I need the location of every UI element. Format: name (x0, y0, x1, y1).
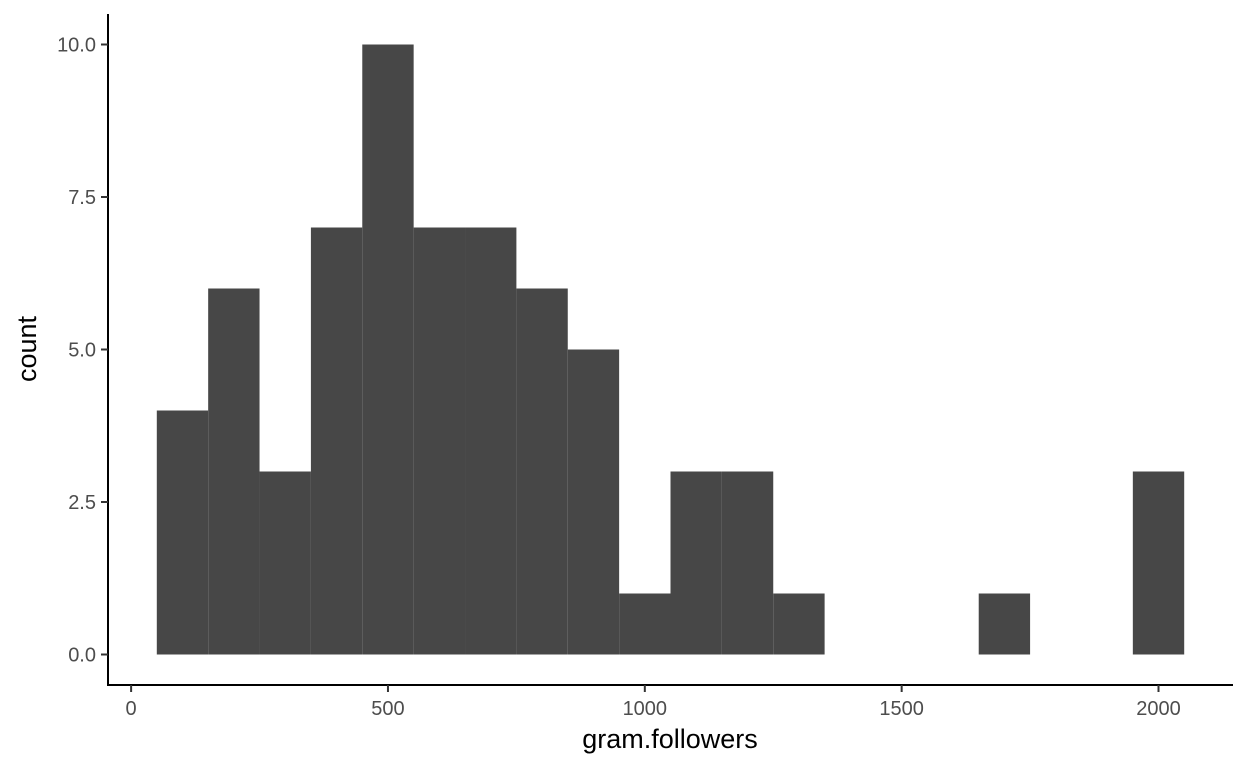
y-axis-ticks: 0.0 2.5 5.0 7.5 10.0 (57, 35, 108, 667)
histogram-bar-8 (567, 349, 620, 655)
histogram-bars (156, 44, 1185, 655)
y-tick-label-2: 5.0 (68, 340, 96, 362)
histogram-bar-12 (773, 593, 825, 655)
x-tick-label-4: 2000 (1136, 698, 1181, 720)
x-tick-label-3: 1500 (879, 698, 924, 720)
histogram-bar-3 (310, 227, 363, 655)
y-tick-label-0: 0.0 (68, 645, 96, 667)
y-tick-label-1: 2.5 (68, 492, 96, 514)
histogram-bar-0 (156, 410, 209, 655)
y-axis-title: count (12, 315, 42, 382)
histogram-bar-7 (516, 288, 568, 655)
x-tick-label-1: 500 (371, 698, 404, 720)
x-tick-label-0: 0 (126, 698, 137, 720)
histogram-bar-19 (1132, 471, 1185, 655)
y-tick-label-4: 10.0 (57, 35, 96, 57)
histogram-bar-11 (721, 471, 774, 655)
y-tick-label-3: 7.5 (68, 187, 96, 209)
histogram-bar-1 (208, 288, 260, 655)
histogram-bar-5 (413, 227, 466, 655)
histogram-bar-10 (670, 471, 722, 655)
x-axis-ticks: 0 500 1000 1500 2000 (126, 685, 1181, 720)
x-axis-title: gram.followers (582, 724, 758, 754)
x-tick-label-2: 1000 (623, 698, 668, 720)
histogram-bar-9 (619, 593, 671, 655)
histogram-bar-16 (978, 593, 1031, 655)
histogram-bar-4 (362, 44, 414, 655)
histogram-bar-6 (465, 227, 517, 655)
histogram-bar-2 (259, 471, 311, 655)
